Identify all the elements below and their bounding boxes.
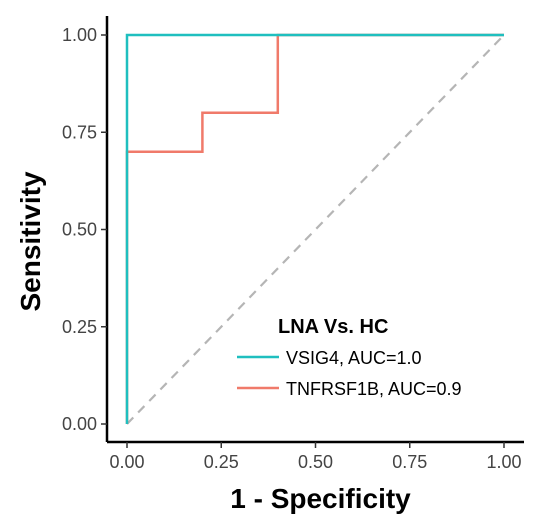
plot-area [125, 33, 505, 425]
ticks: 0.00 0.25 0.50 0.75 1.00 0.00 0.25 0.50 0.75 1.00 [62, 25, 522, 472]
legend-title: LNA Vs. HC [278, 316, 388, 338]
reference-diagonal [126, 34, 505, 425]
y-tick-label: 0.25 [62, 317, 97, 337]
y-tick-label: 1.00 [62, 25, 97, 45]
y-tick-label: 0.75 [62, 122, 97, 142]
legend-entry: VSIG4, AUC=1.0 [286, 348, 422, 368]
x-tick-label: 1.00 [486, 452, 521, 472]
y-tick-label: 0.50 [62, 220, 97, 240]
x-tick-label: 0.50 [298, 452, 333, 472]
x-tick-label: 0.00 [109, 452, 144, 472]
y-tick-label: 0.00 [62, 414, 97, 434]
x-axis-title: 1 - Specificity [230, 483, 411, 514]
x-tick-label: 0.75 [392, 452, 427, 472]
legend: LNA Vs. HC VSIG4, AUC=1.0 TNFRSF1B, AUC=0… [237, 316, 462, 399]
roc-curve-vsig4 [125, 33, 504, 424]
legend-entry: TNFRSF1B, AUC=0.9 [286, 379, 462, 399]
y-axis-title: Sensitivity [15, 171, 46, 311]
x-tick-label: 0.25 [204, 452, 239, 472]
